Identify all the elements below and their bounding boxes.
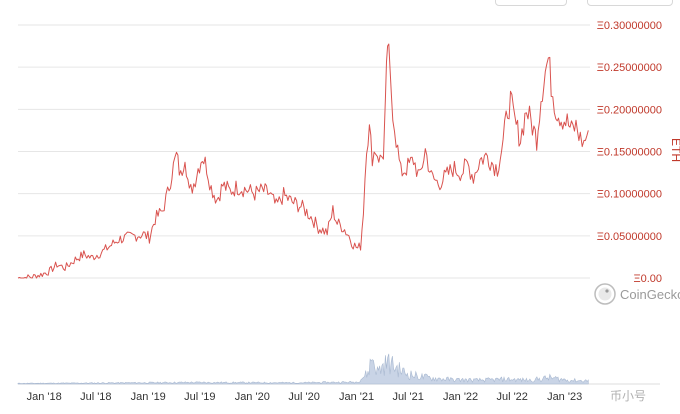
y-tick-label: Ξ0.05000000 bbox=[597, 231, 662, 243]
y-tick-label: Ξ0.20000000 bbox=[597, 104, 662, 116]
x-tick-label: Jul '18 bbox=[80, 391, 111, 403]
y-axis-ticks: Ξ0.30000000 Ξ0.25000000 Ξ0.20000000 Ξ0.1500… bbox=[597, 20, 662, 285]
volume-area bbox=[17, 353, 589, 385]
x-tick-label: Jul '21 bbox=[392, 391, 423, 403]
y-axis-title: ETH bbox=[669, 138, 680, 162]
x-tick-label: Jan '20 bbox=[235, 391, 270, 403]
range-button-left[interactable] bbox=[495, 0, 567, 6]
corner-brand-text: 币小号 bbox=[610, 389, 646, 403]
x-tick-label: Jan '19 bbox=[131, 391, 166, 403]
grid-lines bbox=[18, 24, 660, 385]
x-tick-label: Jan '18 bbox=[27, 391, 62, 403]
x-tick-label: Jan '22 bbox=[443, 391, 478, 403]
x-tick-label: Jan '23 bbox=[547, 391, 582, 403]
y-tick-label: Ξ0.15000000 bbox=[597, 147, 662, 159]
x-tick-label: Jul '20 bbox=[288, 391, 319, 403]
y-tick-label: Ξ0.25000000 bbox=[597, 62, 662, 74]
volume-chart bbox=[17, 353, 589, 385]
gecko-logo-icon bbox=[594, 283, 616, 305]
price-series bbox=[17, 43, 589, 279]
x-tick-label: Jul '19 bbox=[184, 391, 215, 403]
range-button-right[interactable] bbox=[587, 0, 673, 6]
y-tick-label: Ξ0.00 bbox=[633, 273, 662, 285]
x-axis-ticks: Jan '18 Jul '18 Jan '19 Jul '19 Jan '20 Jul '… bbox=[27, 391, 583, 403]
price-line bbox=[17, 43, 589, 279]
watermark-brand: CoinGecko bbox=[620, 287, 680, 302]
corner-watermark: 币小号 bbox=[610, 389, 646, 403]
y-tick-label: Ξ0.10000000 bbox=[597, 189, 662, 201]
coingecko-watermark: CoinGecko bbox=[594, 283, 680, 305]
x-tick-label: Jan '21 bbox=[339, 391, 374, 403]
x-tick-label: Jul '22 bbox=[496, 391, 527, 403]
y-tick-label: Ξ0.30000000 bbox=[597, 20, 662, 32]
